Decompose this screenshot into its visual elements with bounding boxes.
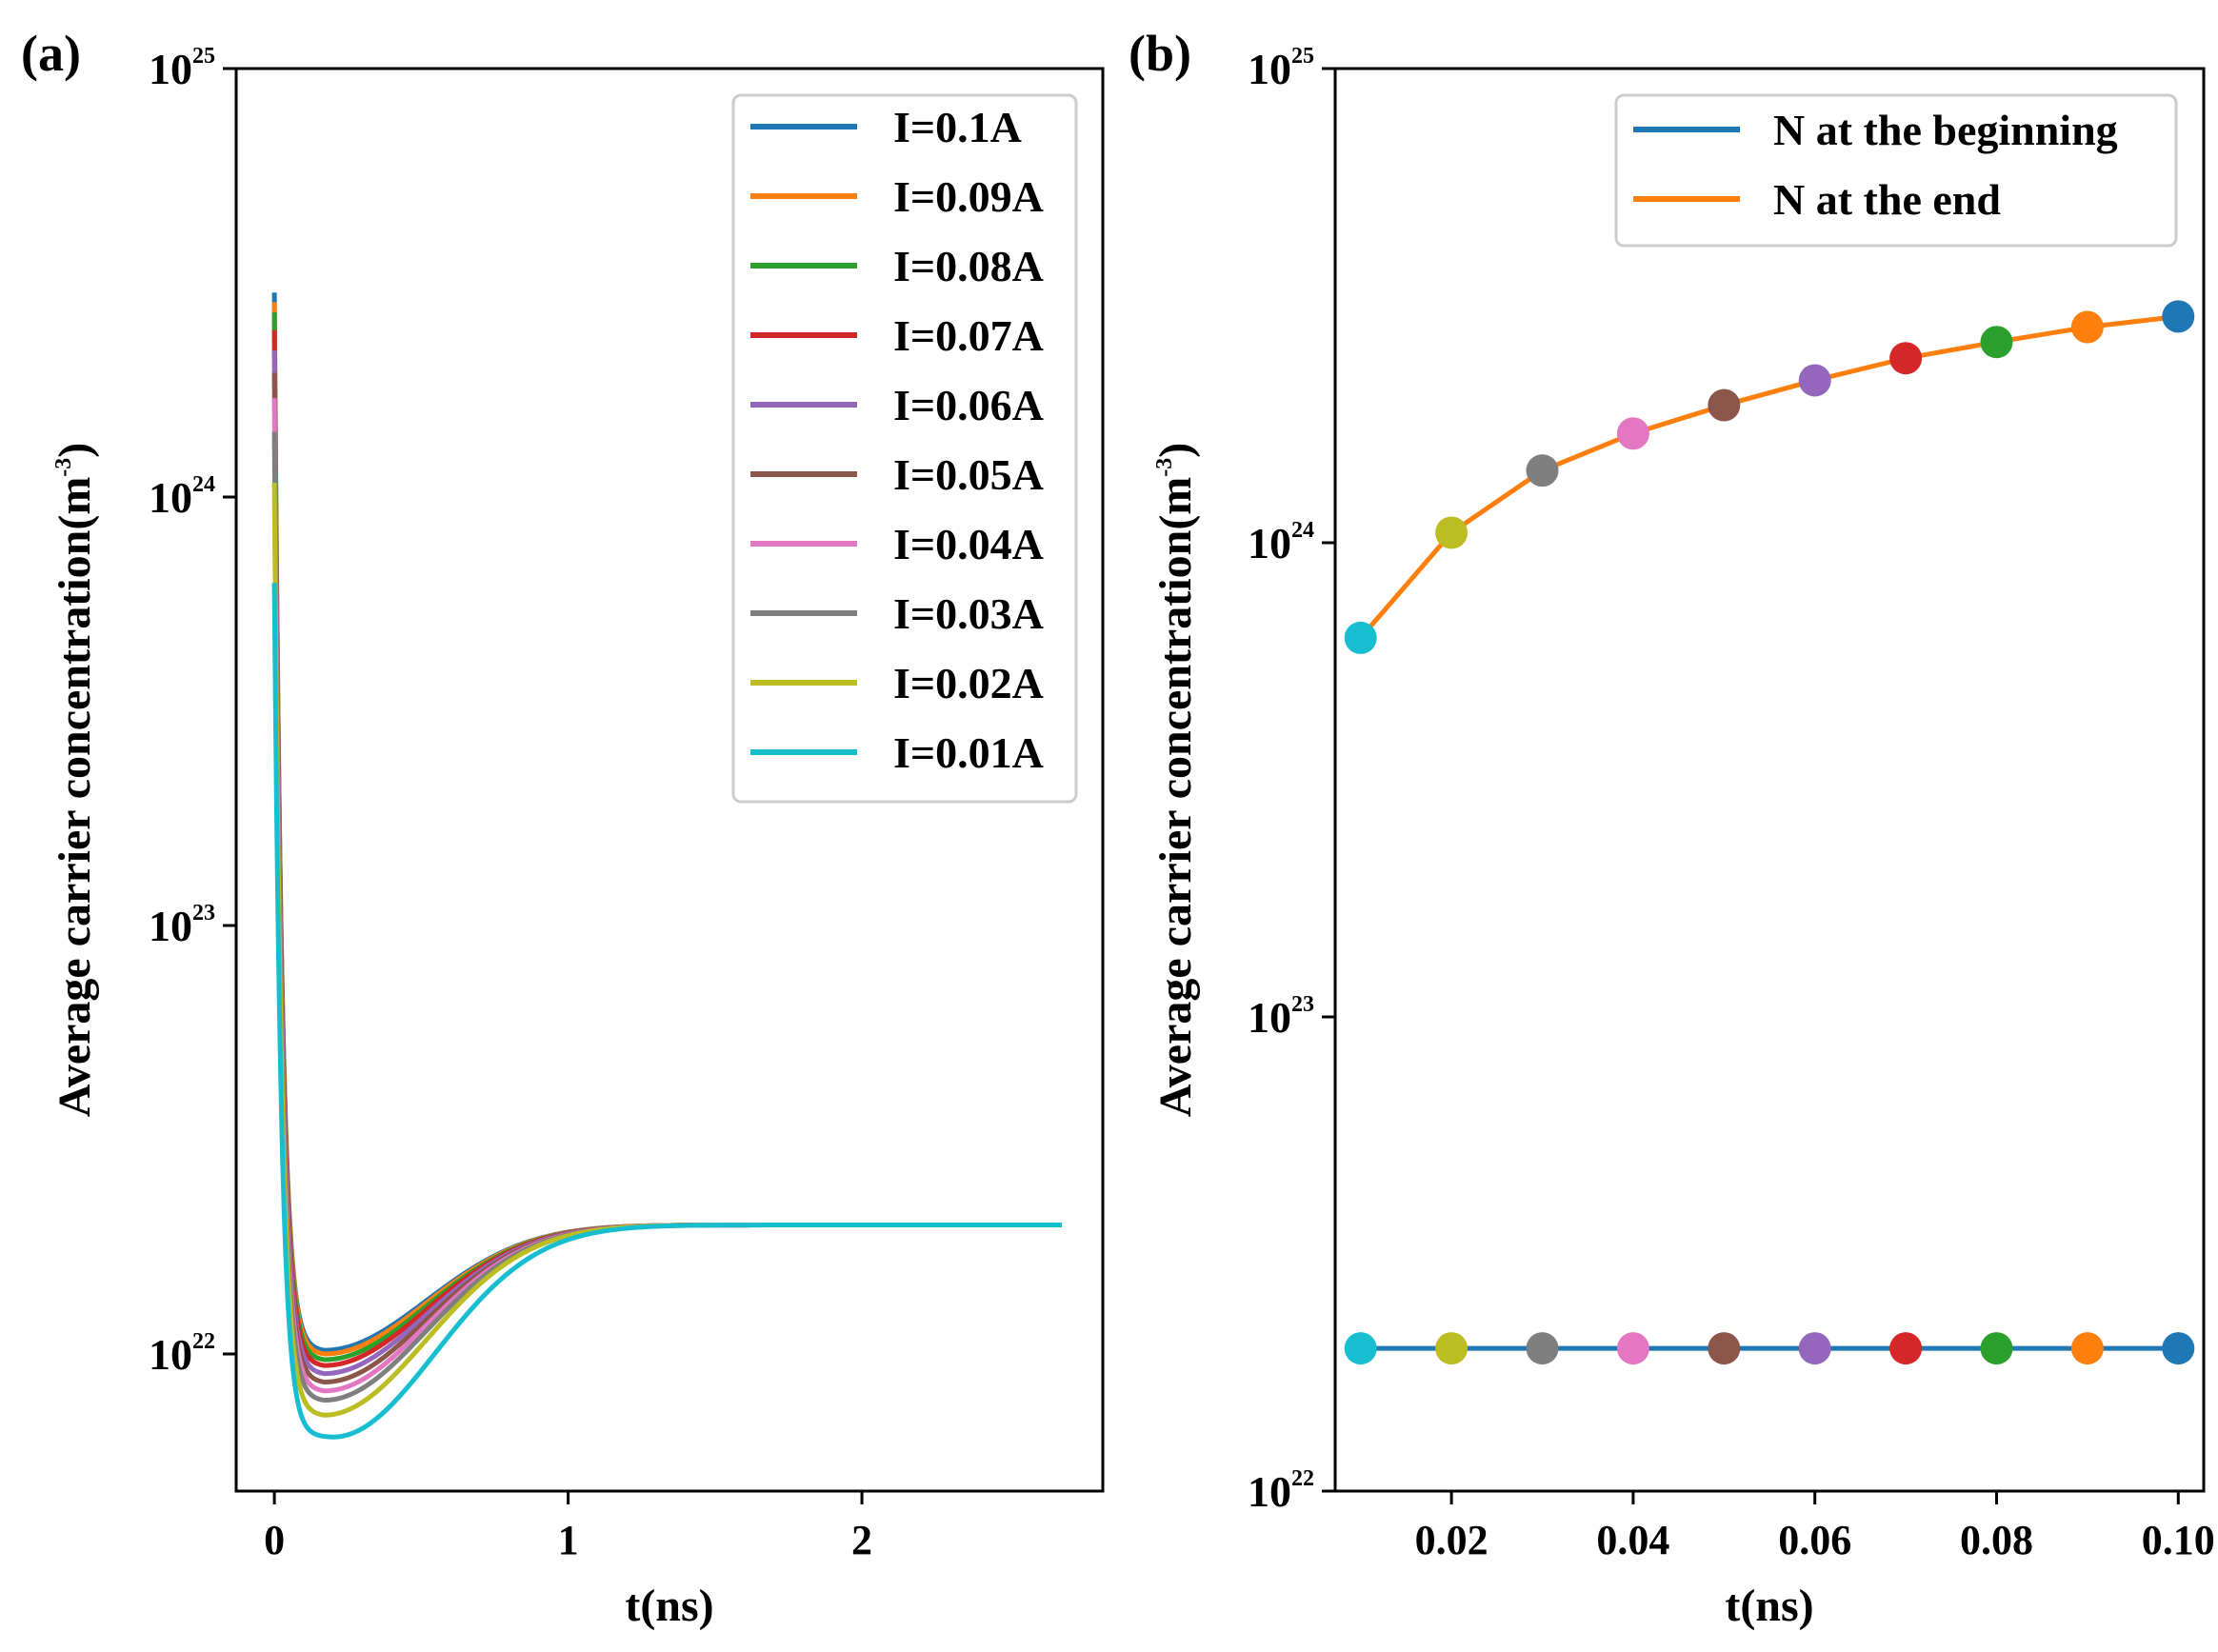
y-axis-label-unit-exp: -3 <box>51 458 76 477</box>
y-tick-label: 1024 <box>1248 518 1314 567</box>
data-point <box>1708 1332 1741 1365</box>
panel-label: (b) <box>1129 25 1191 82</box>
panel-b-chart: 0.02 0.04 0.06 0.08 0.101022102310241025t(ns… <box>1129 25 2215 1631</box>
x-tick-label: 0.04 <box>1596 1517 1669 1563</box>
data-point <box>1798 364 1831 397</box>
legend: N at the beginning N at the end <box>1614 93 2178 248</box>
y-tick-label-base: 10 <box>149 45 192 93</box>
data-point <box>2070 310 2104 344</box>
axes-frame <box>234 67 1105 1493</box>
y-tick-label-base: 10 <box>149 1330 192 1379</box>
x-tick-label: 0.08 <box>1960 1517 2033 1563</box>
x-tick-label: 0 <box>264 1517 285 1563</box>
legend-box <box>1614 93 2178 248</box>
legend-label: N at the end <box>1773 175 2001 224</box>
x-axis-label: t(ns) <box>625 1581 713 1631</box>
legend-label: I=0.06A <box>893 381 1044 429</box>
data-point <box>1889 342 1923 375</box>
y-tick-label-base: 10 <box>1248 45 1291 93</box>
y-tick-label-base: 10 <box>1248 1467 1291 1516</box>
legend-label: I=0.05A <box>893 450 1044 499</box>
data-point <box>1798 1332 1831 1365</box>
data-point <box>2162 300 2195 333</box>
y-axis-label-text: Average carrier concentration(m <box>50 477 100 1118</box>
legend-label: I=0.07A <box>893 311 1044 360</box>
y-tick-label-base: 10 <box>1248 519 1291 567</box>
y-tick-label-exp: 22 <box>192 1329 215 1354</box>
y-axis-label-unit-exp: -3 <box>1152 458 1177 477</box>
y-tick-label-exp: 24 <box>1291 518 1314 543</box>
data-point <box>1980 1332 2013 1365</box>
data-point <box>1889 1332 1923 1365</box>
data-point <box>1435 516 1469 549</box>
plot-area <box>1344 300 2195 1365</box>
legend-label: I=0.08A <box>893 242 1044 290</box>
data-point <box>2070 1332 2104 1365</box>
x-tick-label: 2 <box>851 1517 872 1563</box>
y-tick-label-exp: 22 <box>1291 1466 1314 1491</box>
y-tick-label-exp: 25 <box>1291 44 1314 69</box>
data-point <box>1616 1332 1649 1365</box>
y-tick-label: 1025 <box>149 44 215 93</box>
legend: I=0.1A I=0.09A I=0.08A I=0.07A I=0.06A I=0.05… <box>731 93 1078 804</box>
series-line-I=0.01A <box>271 580 1062 1440</box>
y-tick-label-base: 10 <box>149 902 192 950</box>
y-tick-label-exp: 25 <box>192 44 215 69</box>
panel-label: (a) <box>21 25 81 82</box>
y-tick-label-exp: 24 <box>192 472 215 497</box>
y-tick-label-base: 10 <box>149 473 192 522</box>
data-point <box>1980 326 2013 359</box>
y-tick-label: 1022 <box>149 1329 215 1379</box>
data-point <box>2162 1332 2195 1365</box>
legend-label: I=0.02A <box>893 659 1044 707</box>
axes-frame <box>1333 67 2206 1493</box>
y-axis-label: Average carrier concentration(m-3) <box>50 443 100 1118</box>
y-tick-label: 1024 <box>149 472 215 522</box>
y-axis-label-close: ) <box>1150 443 1201 458</box>
plot-area <box>271 289 1062 1440</box>
data-point <box>1708 388 1741 422</box>
y-axis-label: Average carrier concentration(m-3) <box>1150 443 1201 1118</box>
data-point <box>1526 454 1559 488</box>
legend-label: I=0.03A <box>893 589 1044 638</box>
y-tick-label-base: 10 <box>1248 993 1291 1042</box>
legend-label: I=0.01A <box>893 728 1044 777</box>
legend-box <box>731 93 1078 804</box>
y-tick-label-exp: 23 <box>192 901 215 926</box>
data-point <box>1344 1332 1377 1365</box>
legend-label: I=0.1A <box>893 103 1022 151</box>
y-axis-label-text: Average carrier concentration(m <box>1150 477 1201 1118</box>
y-tick-label: 1025 <box>1248 44 1314 93</box>
y-tick-label: 1023 <box>1248 992 1314 1042</box>
data-point <box>1344 621 1377 654</box>
legend-label: N at the beginning <box>1773 106 2118 154</box>
data-point <box>1526 1332 1559 1365</box>
series-line-N at the end <box>1358 313 2179 640</box>
x-tick-label: 1 <box>558 1517 579 1563</box>
y-tick-label: 1022 <box>1248 1466 1314 1516</box>
data-point <box>1616 417 1649 450</box>
y-axis-label-close: ) <box>50 443 100 458</box>
legend-label: I=0.09A <box>893 172 1044 221</box>
legend-label: I=0.04A <box>893 520 1044 568</box>
y-tick-label-exp: 23 <box>1291 992 1314 1017</box>
x-tick-label: 0.10 <box>2142 1517 2215 1563</box>
data-point <box>1435 1332 1469 1365</box>
x-axis-label: t(ns) <box>1725 1581 1813 1631</box>
y-tick-label: 1023 <box>149 901 215 950</box>
x-tick-label: 0.06 <box>1778 1517 1851 1563</box>
x-tick-label: 0.02 <box>1415 1517 1489 1563</box>
